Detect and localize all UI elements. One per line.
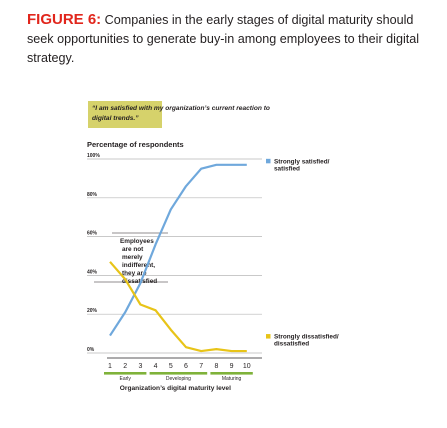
x-tick-label: 5 xyxy=(169,363,173,370)
series-line xyxy=(109,261,247,353)
annotation-text: are not xyxy=(122,246,144,253)
x-tick-label: 8 xyxy=(214,363,218,370)
legend-label: Strongly satisfied/ xyxy=(274,158,330,165)
legend-label: dissatisfied xyxy=(274,341,309,348)
caption-text: Companies in the early stages of digital… xyxy=(27,13,420,65)
series-lines xyxy=(109,163,247,353)
survey-question: “I am satisfied with my organization’s c… xyxy=(92,105,270,122)
x-tick-label: 1 xyxy=(108,363,112,370)
y-axis-title: Percentage of respondents xyxy=(87,140,184,149)
figure-caption: FIGURE 6: Companies in the early stages … xyxy=(27,10,437,68)
stage-label: Early xyxy=(119,376,131,382)
x-tick-label: 7 xyxy=(199,363,203,370)
y-tick-label: 20% xyxy=(87,308,98,314)
y-tick-label: 100% xyxy=(87,153,100,159)
quote-highlight xyxy=(88,101,162,128)
stage-bar xyxy=(149,372,208,375)
legend: Strongly satisfied/satisfied Strongly dis… xyxy=(266,158,339,348)
legend-label: Strongly dissatisfied/ xyxy=(274,334,339,341)
legend-swatch xyxy=(266,334,271,339)
figure-label: FIGURE 6: xyxy=(27,11,102,28)
y-tick-label: 40% xyxy=(87,269,98,275)
x-tick-label: 2 xyxy=(123,363,127,370)
x-tick-label: 4 xyxy=(154,363,158,370)
x-tick-label: 10 xyxy=(243,363,251,370)
stage-label: Developing xyxy=(166,376,191,382)
annotation-text: merely xyxy=(122,254,143,261)
y-tick-label: 60% xyxy=(87,231,98,237)
x-axis-title: Organization’s digital maturity level xyxy=(120,385,231,392)
stage-bar xyxy=(210,372,253,375)
stage-bar xyxy=(104,372,147,375)
stage-label: Maturing xyxy=(222,376,242,382)
gridlines xyxy=(87,158,262,354)
x-tick-label: 9 xyxy=(230,363,234,370)
x-axis: 1 2 3 4 5 6 7 8 9 10 Early Developing Maturing Organi… xyxy=(104,357,262,392)
x-tick-label: 3 xyxy=(138,363,142,370)
y-tick-label: 80% xyxy=(87,192,98,198)
annotation-text: Employees xyxy=(120,238,154,245)
y-tick-label: 0% xyxy=(87,347,95,353)
y-tick-labels: 0% 20% 40% 60% 80% 100% xyxy=(87,153,100,353)
annotation-text: indifferent, xyxy=(122,262,155,269)
legend-swatch xyxy=(266,158,271,164)
legend-label: satisfied xyxy=(274,165,300,172)
x-tick-label: 6 xyxy=(184,363,188,370)
annotation-text: they are xyxy=(122,270,147,277)
series-line xyxy=(109,163,247,337)
annotation-text: dissatisfied xyxy=(122,278,157,285)
